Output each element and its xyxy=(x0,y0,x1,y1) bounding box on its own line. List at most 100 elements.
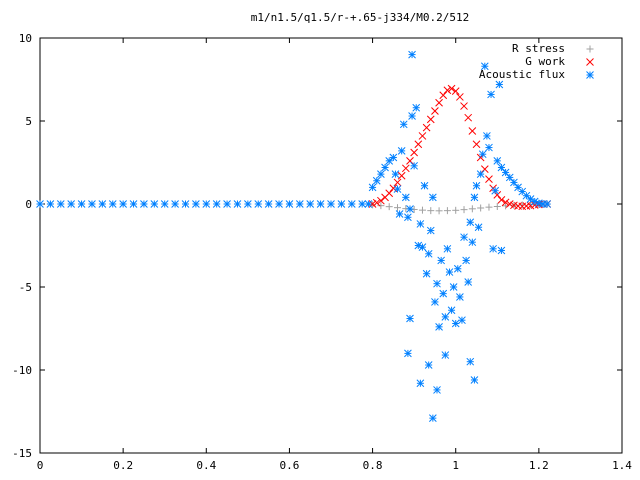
y-tick-label: -10 xyxy=(12,364,32,377)
x-tick-label: 1 xyxy=(452,459,459,472)
data-point xyxy=(497,195,506,204)
data-point xyxy=(466,218,475,227)
data-point xyxy=(406,314,414,323)
data-point xyxy=(433,386,441,394)
data-point xyxy=(212,200,221,208)
data-point xyxy=(505,200,514,208)
data-point xyxy=(202,200,211,208)
data-point xyxy=(160,200,169,208)
x-tick-label: 1.2 xyxy=(529,459,549,472)
data-point xyxy=(464,278,473,286)
data-point xyxy=(470,376,479,384)
data-point xyxy=(150,200,159,208)
data-point xyxy=(447,306,456,315)
data-point xyxy=(483,132,491,140)
data-point xyxy=(401,164,410,173)
data-point xyxy=(449,283,458,291)
data-point xyxy=(368,183,377,192)
x-tick-label: 0.4 xyxy=(196,459,216,472)
data-point xyxy=(451,87,460,95)
data-point xyxy=(426,226,435,235)
data-point xyxy=(129,200,138,208)
data-point xyxy=(416,220,425,228)
data-point xyxy=(439,91,448,100)
data-point xyxy=(428,193,437,202)
data-point xyxy=(460,233,468,242)
data-point xyxy=(428,414,437,422)
legend-item-g-work: G work xyxy=(525,55,594,68)
legend-item-acoustic-flux: Acoustic flux xyxy=(479,68,594,81)
data-point xyxy=(285,200,294,208)
data-point xyxy=(337,200,346,208)
y-tick-label: 10 xyxy=(19,32,32,45)
data-point xyxy=(470,193,479,202)
data-point xyxy=(522,191,531,200)
data-point xyxy=(140,200,148,208)
data-point xyxy=(424,249,433,258)
data-point xyxy=(501,168,510,177)
data-point xyxy=(397,147,406,155)
data-point xyxy=(377,170,385,178)
data-point xyxy=(474,223,483,232)
data-point xyxy=(420,181,429,190)
data-point xyxy=(485,175,493,183)
data-point xyxy=(480,62,489,71)
data-point xyxy=(485,203,493,211)
data-point xyxy=(424,361,433,369)
data-point xyxy=(468,205,476,213)
data-point xyxy=(327,200,335,208)
data-point xyxy=(480,165,489,173)
data-point xyxy=(452,206,460,214)
data-point xyxy=(435,98,443,107)
legend-item-r-stress: R stress xyxy=(512,42,594,55)
data-point xyxy=(418,206,426,214)
x-axis: 0 0.2 0.4 0.6 0.8 1 1.2 1.4 xyxy=(37,38,632,472)
data-point xyxy=(426,115,435,124)
series-g-work xyxy=(368,84,552,211)
data-point xyxy=(427,207,435,215)
data-point xyxy=(67,200,76,208)
data-point xyxy=(377,202,385,210)
data-point xyxy=(468,238,477,247)
data-point xyxy=(418,132,427,140)
data-point xyxy=(491,186,500,195)
data-point xyxy=(487,90,495,99)
data-point xyxy=(416,379,425,388)
data-point xyxy=(244,200,252,208)
data-point xyxy=(223,200,231,208)
data-point xyxy=(495,80,504,89)
x-tick-label: 0.2 xyxy=(113,459,133,472)
data-point xyxy=(493,202,501,210)
data-point xyxy=(472,140,481,149)
legend-marker-glyph xyxy=(586,45,594,53)
data-point xyxy=(233,200,242,208)
data-point xyxy=(460,102,468,110)
x-tick-label: 0.8 xyxy=(363,459,383,472)
data-point xyxy=(441,351,450,359)
data-point xyxy=(98,200,107,208)
data-point xyxy=(453,264,462,273)
data-point xyxy=(108,200,117,208)
legend-marker-r-stress xyxy=(586,45,594,53)
data-point xyxy=(385,189,394,198)
data-point xyxy=(439,289,448,298)
y-axis: -15 -10 -5 0 5 10 xyxy=(12,32,622,460)
legend-marker-g-work xyxy=(586,58,594,66)
data-point xyxy=(435,322,443,331)
data-point xyxy=(468,127,477,135)
data-point xyxy=(412,103,421,112)
data-point xyxy=(408,50,416,59)
data-point xyxy=(510,178,518,187)
data-point xyxy=(410,148,418,157)
data-point xyxy=(88,200,96,208)
data-point xyxy=(408,112,416,120)
data-point xyxy=(372,198,381,207)
chart-title: m1/n1.5/q1.5/r-+.65-j334/M0.2/512 xyxy=(251,11,470,24)
data-point xyxy=(447,84,456,93)
data-point xyxy=(404,349,412,358)
data-point xyxy=(119,200,127,208)
data-point xyxy=(385,156,394,165)
legend-marker-glyph xyxy=(586,58,594,66)
data-point xyxy=(347,200,356,208)
data-point xyxy=(443,86,452,95)
